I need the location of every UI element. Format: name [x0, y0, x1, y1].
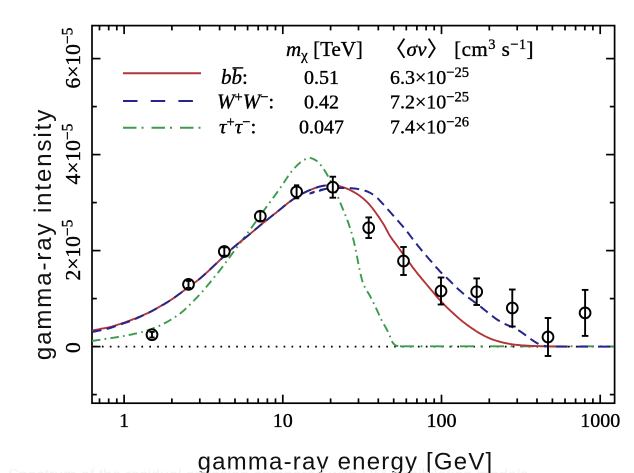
svg-text:Spectrum of the residual emiss: Spectrum of the residual emission compar… — [8, 467, 528, 473]
svg-text:gamma-ray energy [GeV]: gamma-ray energy [GeV] — [198, 449, 494, 473]
svg-text:100: 100 — [427, 410, 457, 432]
svg-text:〈σv〉 [cm3 s−1]: 〈σv〉 [cm3 s−1] — [385, 37, 534, 61]
svg-text:0: 0 — [61, 342, 85, 353]
svg-text:1: 1 — [119, 410, 129, 432]
svg-text:0.047: 0.047 — [299, 117, 344, 139]
svg-text:bb̅:: bb̅: — [221, 65, 248, 89]
svg-text:τ+τ−:: τ+τ−: — [219, 115, 256, 139]
svg-text:1000: 1000 — [580, 410, 620, 432]
svg-text:10: 10 — [273, 410, 293, 432]
svg-text:gamma-ray intensity: gamma-ray intensity — [30, 108, 57, 360]
svg-text:0.51: 0.51 — [304, 67, 339, 89]
svg-text:mχ [TeV]: mχ [TeV] — [286, 37, 363, 64]
svg-text:W+W−:: W+W−: — [217, 89, 274, 113]
svg-text:0.42: 0.42 — [304, 91, 339, 113]
svg-text:7.2×10−25: 7.2×10−25 — [390, 89, 469, 113]
